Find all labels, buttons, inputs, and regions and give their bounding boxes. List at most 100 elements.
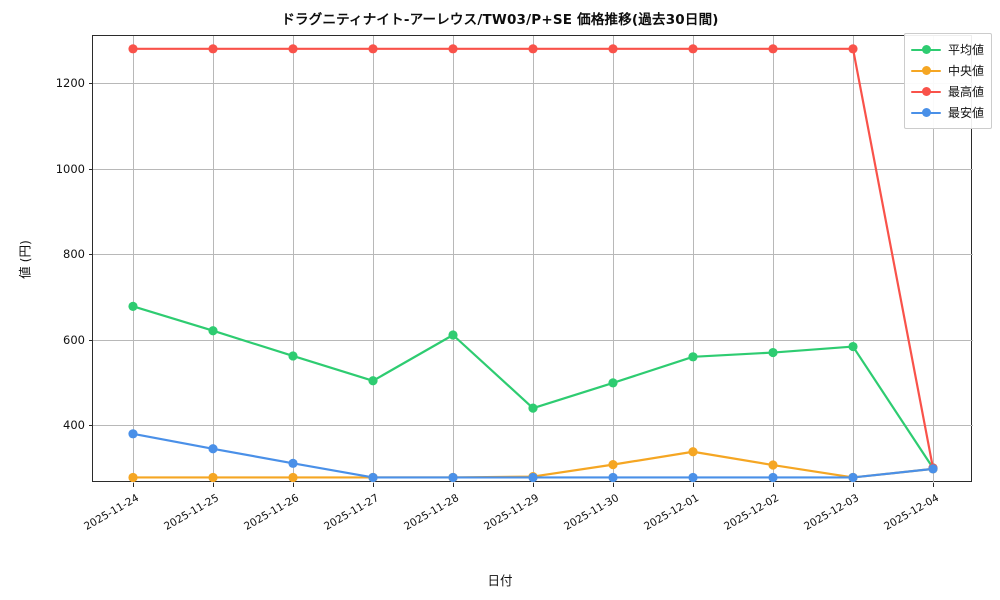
- data-point-marker: [288, 44, 298, 54]
- data-point-marker: [608, 460, 618, 470]
- y-tick-mark: [89, 425, 93, 427]
- gridline-vertical: [533, 36, 534, 483]
- grid-layer: [93, 36, 973, 483]
- y-tick-mark: [89, 168, 93, 170]
- legend-label: 平均値: [947, 43, 984, 57]
- data-point-marker: [528, 472, 538, 483]
- x-tick-mark: [453, 483, 455, 487]
- x-tick-label: 2025-12-03: [802, 492, 861, 533]
- x-tick-label: 2025-12-01: [642, 492, 701, 533]
- data-point-marker: [288, 472, 298, 483]
- chart-legend[interactable]: 平均値中央値最高値最安値: [903, 33, 992, 129]
- y-tick-mark: [89, 339, 93, 341]
- legend-item[interactable]: 最高値: [910, 81, 984, 102]
- gridline-vertical: [933, 36, 934, 483]
- x-tick-mark: [213, 483, 215, 487]
- data-point-marker: [528, 44, 538, 54]
- data-point-marker: [128, 301, 138, 311]
- data-point-marker: [848, 472, 858, 483]
- x-tick-label: 2025-12-04: [882, 492, 941, 533]
- series-svg: [128, 44, 938, 483]
- x-tick-mark: [373, 483, 375, 487]
- data-point-marker: [448, 472, 458, 483]
- data-point-marker: [208, 326, 218, 336]
- legend-dot-icon: [921, 87, 931, 96]
- legend-dot-icon: [921, 66, 931, 75]
- data-point-marker: [128, 429, 138, 439]
- y-tick-label: 1200: [55, 76, 85, 91]
- data-point-marker: [368, 44, 378, 54]
- series-layer: [93, 36, 973, 483]
- data-point-marker: [128, 44, 138, 54]
- data-point-marker: [448, 44, 458, 54]
- legend-item[interactable]: 中央値: [910, 60, 984, 81]
- y-tick-mark: [89, 254, 93, 256]
- x-tick-mark: [613, 483, 615, 487]
- gridline-vertical: [773, 36, 774, 483]
- x-tick-label: 2025-11-28: [402, 492, 461, 533]
- x-tick-label: 2025-12-02: [722, 492, 781, 533]
- y-tick-label: 1000: [55, 161, 85, 176]
- data-point-marker: [288, 351, 298, 361]
- legend-swatch: [910, 86, 941, 98]
- y-tick-label: 400: [63, 418, 85, 433]
- y-axis-label-text: 値 (円): [17, 240, 33, 279]
- data-point-marker: [288, 458, 298, 468]
- data-point-marker: [208, 444, 218, 454]
- data-point-marker: [928, 464, 938, 474]
- x-tick-mark: [933, 483, 935, 487]
- legend-item[interactable]: 最安値: [910, 102, 984, 123]
- y-tick-label: 600: [63, 332, 85, 347]
- data-point-marker: [368, 472, 378, 483]
- legend-swatch: [910, 107, 941, 119]
- data-point-marker: [848, 44, 858, 54]
- x-tick-mark: [293, 483, 295, 487]
- x-axis-label: 日付: [487, 573, 513, 588]
- gridline-vertical: [373, 36, 374, 483]
- data-point-marker: [688, 472, 698, 483]
- gridline-vertical: [853, 36, 854, 483]
- data-point-marker: [128, 472, 138, 483]
- gridline-vertical: [453, 36, 454, 483]
- data-point-marker: [608, 472, 618, 483]
- legend-dot-icon: [921, 45, 931, 54]
- data-point-marker: [768, 472, 778, 483]
- data-point-marker: [608, 44, 618, 54]
- y-tick-mark: [89, 83, 93, 85]
- y-tick-label: 800: [63, 247, 85, 262]
- data-point-marker: [208, 472, 218, 483]
- x-tick-label: 2025-11-27: [322, 492, 381, 533]
- x-tick-mark: [693, 483, 695, 487]
- gridline-vertical: [293, 36, 294, 483]
- gridline-vertical: [613, 36, 614, 483]
- data-point-marker: [688, 352, 698, 362]
- legend-dot-icon: [921, 108, 931, 117]
- x-tick-label: 2025-11-29: [482, 492, 541, 533]
- data-point-marker: [768, 347, 778, 358]
- legend-label: 最高値: [947, 85, 984, 99]
- x-tick-label: 2025-11-24: [82, 492, 141, 533]
- data-point-marker: [768, 460, 778, 470]
- x-tick-mark: [773, 483, 775, 487]
- legend-label: 中央値: [947, 64, 984, 78]
- x-tick-label: 2025-11-30: [562, 492, 621, 533]
- x-tick-mark: [533, 483, 535, 487]
- data-point-marker: [768, 44, 778, 54]
- gridline-vertical: [213, 36, 214, 483]
- data-point-marker: [688, 447, 698, 457]
- y-axis-label: 値 (円): [14, 200, 34, 320]
- data-point-marker: [528, 403, 538, 413]
- gridline-vertical: [693, 36, 694, 483]
- series-line: [131, 305, 935, 470]
- data-point-marker: [848, 341, 858, 352]
- data-point-marker: [608, 378, 618, 388]
- x-tick-label: 2025-11-25: [162, 492, 221, 533]
- data-point-marker: [448, 330, 458, 340]
- legend-item[interactable]: 平均値: [910, 39, 984, 60]
- legend-swatch: [910, 44, 941, 56]
- legend-label: 最安値: [947, 106, 984, 120]
- x-tick-mark: [853, 483, 855, 487]
- x-tick-label: 2025-11-26: [242, 492, 301, 533]
- plot-area: 400 600 800 1000 1200 2025-11-24 2025-11-25 202…: [56, 35, 973, 533]
